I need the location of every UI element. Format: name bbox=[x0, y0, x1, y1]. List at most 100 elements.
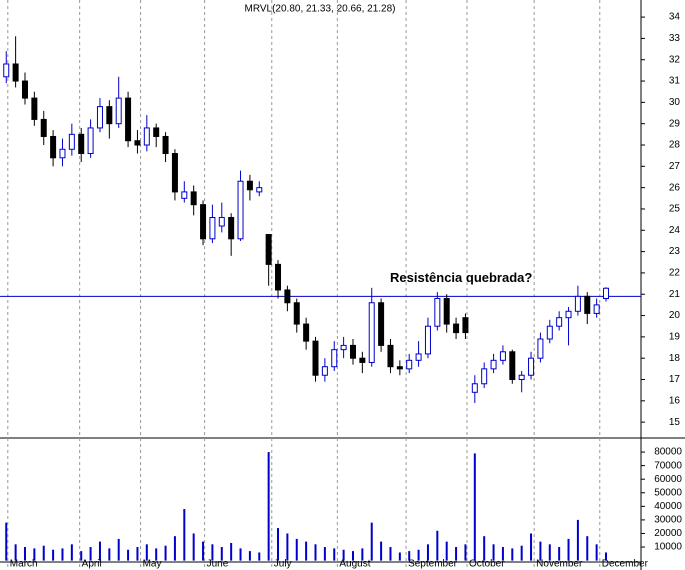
volume-bar bbox=[586, 536, 589, 561]
candle-body bbox=[406, 359, 413, 370]
candle-body bbox=[349, 344, 356, 359]
y2-tick-label: 80000 bbox=[654, 447, 682, 458]
volume-bar bbox=[595, 544, 598, 561]
y-tick-label: 33 bbox=[669, 33, 681, 44]
candle-body bbox=[246, 180, 253, 191]
candle-body bbox=[321, 366, 328, 376]
y-tick-label: 30 bbox=[669, 97, 681, 108]
y-tick-label: 26 bbox=[669, 182, 681, 193]
candle-body bbox=[293, 302, 300, 325]
candle-body bbox=[237, 180, 244, 240]
x-tick-label: December bbox=[602, 559, 649, 570]
volume-bar bbox=[117, 538, 120, 561]
volume-bar bbox=[211, 544, 214, 561]
candle-body bbox=[387, 344, 394, 368]
volume-bar bbox=[576, 519, 579, 561]
volume-bar bbox=[511, 548, 514, 561]
volume-bar bbox=[14, 544, 17, 561]
y-tick-label: 32 bbox=[669, 54, 681, 65]
volume-bar bbox=[361, 548, 364, 561]
candle-body bbox=[471, 383, 478, 393]
volume-bar bbox=[520, 545, 523, 561]
candle-body bbox=[574, 295, 581, 312]
candle-body bbox=[40, 118, 47, 137]
volume-bar bbox=[389, 547, 392, 561]
candle-body bbox=[593, 304, 600, 314]
candle-body bbox=[434, 297, 441, 327]
candle-body bbox=[499, 351, 506, 361]
candle-body bbox=[275, 263, 282, 291]
candle-body bbox=[78, 133, 85, 155]
y-tick-label: 22 bbox=[669, 268, 681, 279]
volume-bar bbox=[351, 551, 354, 561]
candle-body bbox=[378, 302, 385, 346]
candle-body bbox=[546, 325, 553, 340]
volume-bar bbox=[455, 547, 458, 561]
candle-body bbox=[256, 187, 263, 193]
volume-bar bbox=[558, 547, 561, 561]
candle-body bbox=[96, 106, 103, 129]
volume-bar bbox=[89, 547, 92, 561]
volume-bar bbox=[23, 547, 26, 561]
volume-bar bbox=[426, 544, 429, 561]
candle-body bbox=[190, 191, 197, 206]
volume-bar bbox=[70, 544, 73, 561]
y2-tick-label: 30000 bbox=[654, 515, 682, 526]
y-tick-label: 17 bbox=[669, 374, 681, 385]
candle-body bbox=[143, 127, 150, 146]
candle-body bbox=[21, 80, 28, 99]
volume-bar bbox=[445, 541, 448, 561]
volume-bar bbox=[605, 552, 608, 561]
volume-bar bbox=[530, 533, 533, 561]
volume-bar bbox=[248, 551, 251, 561]
volume-bar bbox=[295, 538, 298, 561]
candle-body bbox=[528, 357, 535, 376]
volume-bar bbox=[305, 541, 308, 561]
volume-bar bbox=[52, 549, 55, 561]
y-tick-label: 21 bbox=[669, 289, 681, 300]
y-tick-label: 24 bbox=[669, 225, 681, 236]
volume-bar bbox=[408, 551, 411, 561]
candle-body bbox=[462, 317, 469, 334]
x-tick-label: September bbox=[408, 559, 458, 570]
volume-bar bbox=[567, 538, 570, 561]
candle-body bbox=[12, 63, 19, 82]
candle-body bbox=[331, 349, 338, 368]
candle-body bbox=[162, 135, 169, 155]
y-tick-label: 31 bbox=[669, 76, 681, 87]
candle-body bbox=[565, 310, 572, 319]
candle-body bbox=[265, 234, 272, 265]
candle-body bbox=[87, 127, 94, 155]
x-tick-label: May bbox=[143, 559, 162, 570]
y-tick-label: 16 bbox=[669, 395, 681, 406]
y2-tick-label: 20000 bbox=[654, 528, 682, 539]
x-tick-label: March bbox=[10, 559, 38, 570]
candle-body bbox=[481, 368, 488, 385]
volume-bar bbox=[5, 522, 8, 561]
candle-body bbox=[368, 302, 375, 363]
volume-bar bbox=[277, 528, 280, 561]
candle-body bbox=[3, 63, 10, 78]
volume-bar bbox=[192, 533, 195, 561]
volume-bar bbox=[464, 544, 467, 561]
y-tick-label: 18 bbox=[669, 353, 681, 364]
volume-bar bbox=[61, 548, 64, 561]
volume-bar bbox=[33, 548, 36, 561]
volume-bar bbox=[183, 509, 186, 561]
volume-bar bbox=[230, 542, 233, 561]
y-tick-label: 25 bbox=[669, 204, 681, 215]
candle-body bbox=[209, 216, 216, 240]
volume-bar bbox=[220, 547, 223, 561]
candle-body bbox=[171, 153, 178, 193]
volume-bar bbox=[127, 549, 130, 561]
y2-tick-label: 70000 bbox=[654, 460, 682, 471]
volume-bar bbox=[136, 547, 139, 561]
volume-bar bbox=[333, 548, 336, 561]
volume-bar bbox=[239, 548, 242, 561]
volume-bar bbox=[417, 549, 420, 561]
volume-bar bbox=[98, 541, 101, 561]
volume-bar bbox=[548, 544, 551, 561]
volume-bar bbox=[501, 547, 504, 561]
y-tick-label: 20 bbox=[669, 310, 681, 321]
candle-body bbox=[415, 353, 422, 361]
